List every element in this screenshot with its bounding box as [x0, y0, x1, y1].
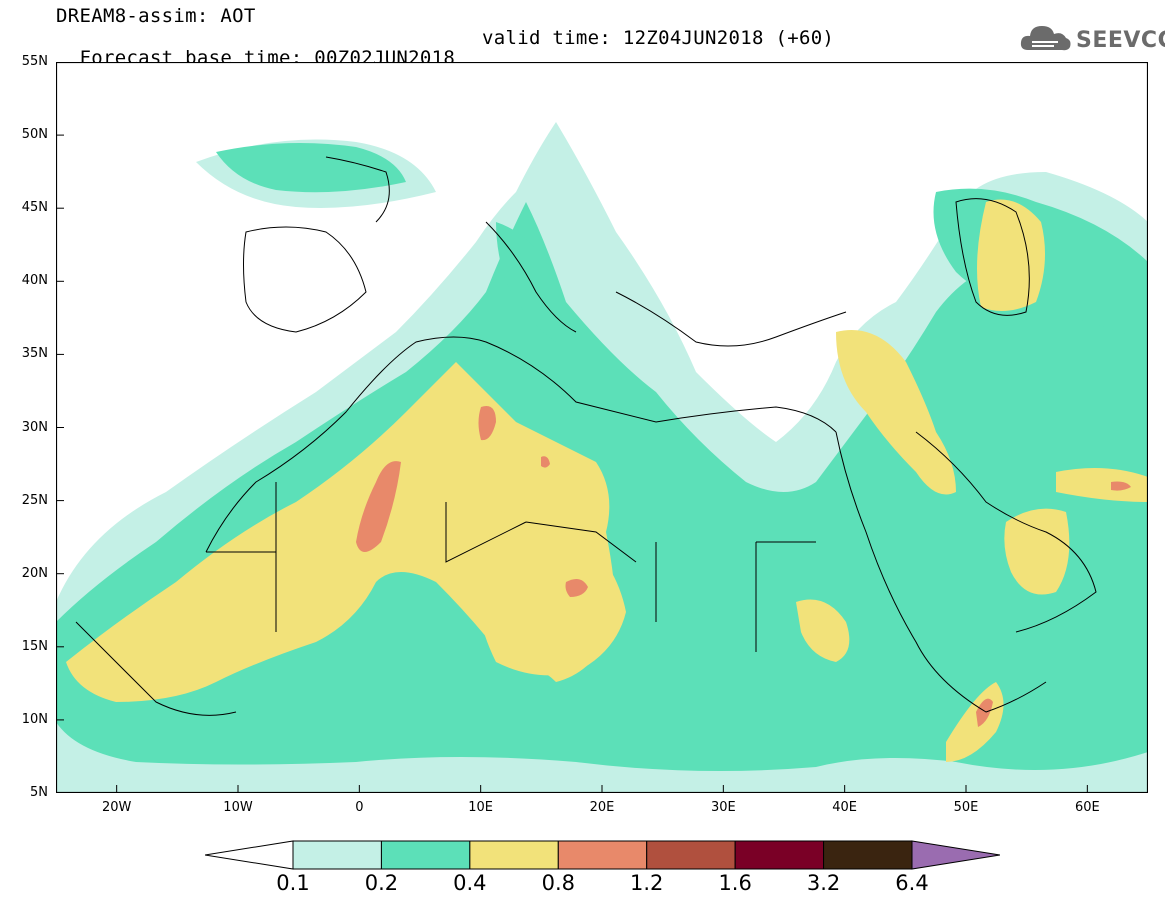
colorbar-segment — [469, 840, 559, 870]
colorbar-label: 0.4 — [453, 871, 487, 895]
colorbar-high-arrow — [911, 840, 1001, 870]
lat-label: 40N — [21, 273, 48, 289]
lon-label: 10W — [223, 800, 253, 815]
colorbar-label: 0.2 — [364, 871, 399, 895]
lat-label: 15N — [21, 638, 48, 654]
aot-map — [56, 62, 1148, 793]
lon-label: 40E — [832, 800, 858, 815]
lat-label: 55N — [21, 54, 48, 69]
map-svg — [56, 62, 1148, 793]
lat-label: 30N — [21, 419, 48, 435]
lon-label: 20W — [101, 800, 132, 815]
colorbar-segment — [646, 840, 736, 870]
lon-label: 10E — [468, 800, 494, 815]
lon-label: 30E — [710, 800, 736, 815]
map-title: DREAM8-assim: AOT — [56, 5, 256, 27]
colorbar-segment — [292, 840, 382, 870]
lon-label: 50E — [953, 800, 979, 815]
aot-0.8-field — [356, 406, 1131, 727]
seevccc-logo: SEEVCCC — [1018, 20, 1165, 60]
colorbar-label: 0.8 — [541, 871, 575, 895]
logo-text: SEEVCCC — [1076, 28, 1165, 53]
colorbar — [204, 840, 1001, 870]
lat-label: 5N — [30, 785, 48, 800]
lon-label: 60E — [1074, 800, 1100, 815]
lon-label: 0 — [355, 800, 364, 815]
axis-ticks — [56, 62, 1088, 793]
colorbar-label: 1.2 — [630, 871, 664, 895]
colorbar-label: 0.1 — [276, 871, 310, 895]
colorbar-low-arrow — [204, 840, 294, 870]
coastlines — [75, 156, 1097, 716]
colorbar-segment — [380, 840, 471, 870]
lat-label: 50N — [21, 127, 48, 143]
lat-label: 20N — [21, 565, 48, 581]
valid-time-text: valid time: 12Z04JUN2018 (+60) — [482, 27, 835, 49]
lat-label: 35N — [21, 346, 48, 362]
cloud-icon — [1020, 26, 1071, 51]
lon-label: 20E — [589, 800, 615, 815]
colorbar-label: 6.4 — [895, 871, 929, 895]
colorbar-segment — [557, 840, 648, 870]
lat-label: 10N — [21, 711, 48, 727]
aot-0.4-field — [66, 199, 1148, 762]
colorbar-svg — [204, 840, 1001, 870]
lat-label: 45N — [21, 200, 48, 216]
colorbar-label: 3.2 — [806, 871, 841, 895]
colorbar-label: 1.6 — [718, 871, 752, 895]
lat-label: 25N — [21, 492, 48, 508]
colorbar-segment — [734, 840, 825, 870]
colorbar-segment — [823, 840, 913, 870]
